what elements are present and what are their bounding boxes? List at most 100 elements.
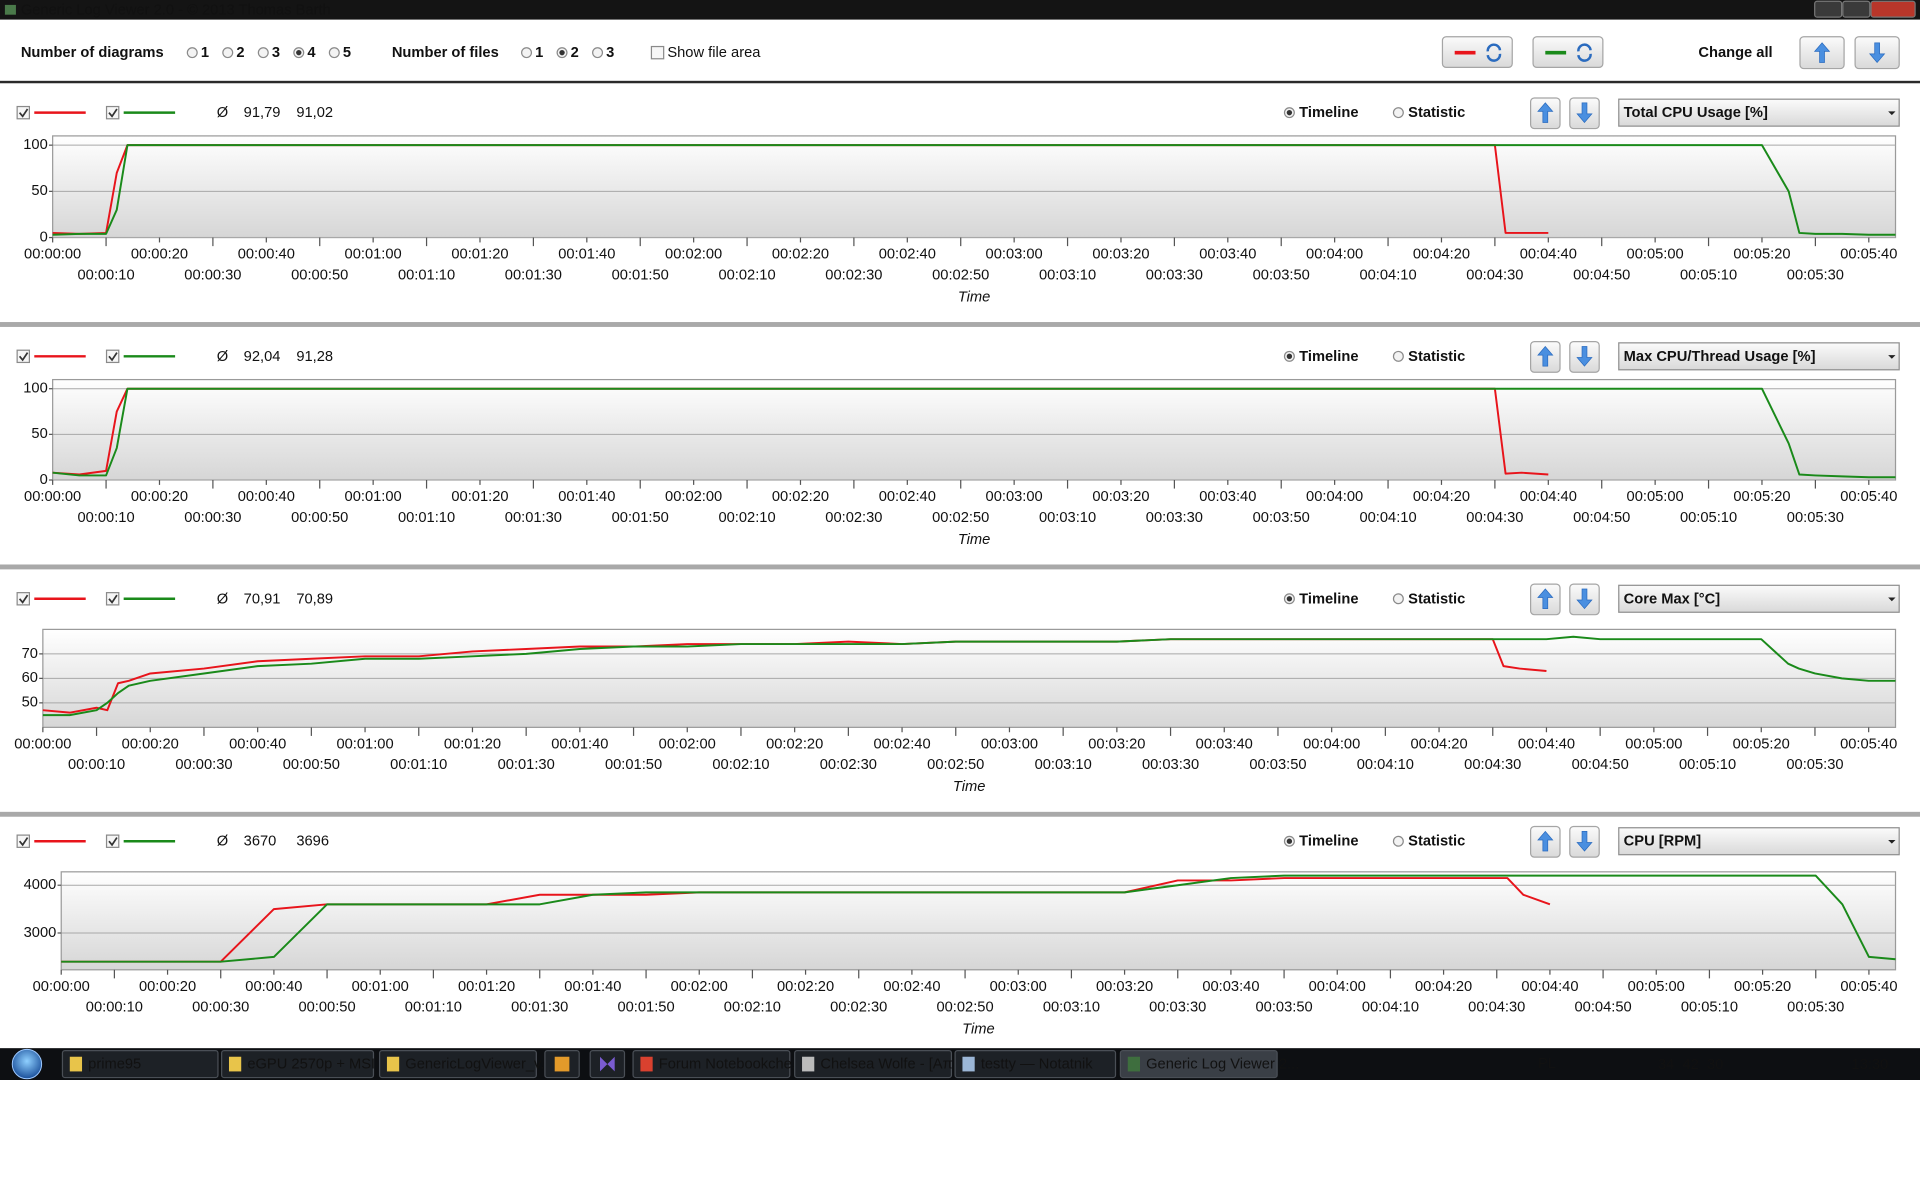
taskbar-item[interactable]	[632, 1050, 791, 1079]
start-button[interactable]	[11, 1048, 43, 1080]
x-tick-label: 00:01:10	[390, 757, 447, 773]
x-tick-label: 00:04:10	[1362, 1000, 1419, 1016]
diagram-option[interactable]: 2	[236, 45, 244, 61]
series-average: 3696	[296, 834, 329, 850]
radio-button[interactable]	[222, 47, 234, 59]
y-tick-label: 3000	[24, 925, 57, 941]
x-tick-label: 00:00:50	[291, 510, 348, 526]
check-mark	[108, 352, 118, 362]
x-tick-label: 00:04:20	[1410, 736, 1467, 752]
taskbar-icon	[802, 1056, 815, 1072]
view-option[interactable]: Timeline	[1299, 105, 1358, 121]
radio-button[interactable]	[521, 47, 533, 59]
metric-dropdown[interactable]	[1618, 342, 1900, 371]
x-tick-label: 00:05:40	[1840, 247, 1897, 263]
input-language[interactable]: PL	[1538, 1056, 1556, 1072]
metric-dropdown[interactable]	[1618, 827, 1900, 856]
taskbar-item[interactable]	[378, 1050, 537, 1079]
x-tick-label: 00:01:20	[458, 979, 515, 995]
view-option[interactable]: Statistic	[1408, 349, 1465, 365]
x-tick-label: 00:03:10	[1035, 757, 1092, 773]
panel-separator	[0, 564, 1920, 570]
x-tick-label: 00:00:30	[175, 757, 232, 773]
y-tick-label: 50	[22, 695, 38, 711]
radio-button[interactable]	[186, 47, 198, 59]
x-tick-label: 00:03:20	[1096, 979, 1153, 995]
check-mark	[18, 594, 29, 604]
swap-file-1-button[interactable]	[1441, 36, 1513, 68]
x-tick-label: 00:05:00	[1627, 247, 1684, 263]
file-option[interactable]: 1	[535, 45, 543, 61]
x-tick-label: 00:05:00	[1628, 979, 1685, 995]
arrow-down-icon	[1576, 831, 1593, 852]
x-tick-label: 00:05:30	[1786, 757, 1843, 773]
taskbar-item[interactable]	[954, 1050, 1117, 1079]
radio-button[interactable]	[257, 47, 269, 59]
close-button[interactable]	[1870, 0, 1916, 18]
diagram-option[interactable]: 5	[343, 45, 351, 61]
view-option[interactable]: Timeline	[1299, 834, 1358, 850]
x-tick-label: 00:04:50	[1572, 757, 1629, 773]
check-mark	[18, 837, 29, 847]
series-average: 70,91	[244, 591, 281, 607]
taskbar-item[interactable]	[794, 1050, 953, 1079]
radio-button[interactable]	[328, 47, 340, 59]
x-tick-label: 00:03:00	[986, 247, 1043, 263]
x-tick-label: 00:05:20	[1733, 489, 1790, 505]
y-tick-label: 0	[40, 229, 48, 245]
x-tick-label: 00:01:10	[405, 1000, 462, 1016]
x-tick-label: 00:02:20	[777, 979, 834, 995]
view-option[interactable]: Timeline	[1299, 591, 1358, 607]
x-tick-label: 00:00:30	[184, 267, 241, 283]
diagram-option[interactable]: 3	[272, 45, 280, 61]
diagram-option[interactable]: 4	[307, 45, 316, 61]
x-axis-label: Time	[962, 1022, 995, 1038]
taskbar-item[interactable]	[61, 1050, 219, 1079]
diagram-option[interactable]: 1	[201, 45, 209, 61]
radio-button[interactable]	[1392, 835, 1404, 847]
taskbar-label: Chelsea Wolfe - [Απ...	[820, 1057, 965, 1073]
radio-button[interactable]	[1392, 593, 1404, 605]
x-tick-label: 00:05:20	[1734, 979, 1791, 995]
x-tick-label: 00:05:00	[1625, 736, 1682, 752]
file-option[interactable]: 3	[606, 45, 614, 61]
radio-button[interactable]	[1392, 350, 1404, 362]
file-option[interactable]: 2	[571, 45, 579, 61]
x-tick-label: 00:04:00	[1303, 736, 1360, 752]
taskbar-item[interactable]	[1119, 1050, 1278, 1079]
radio-button[interactable]	[592, 47, 604, 59]
clock[interactable]: 13:30	[1851, 1057, 1888, 1073]
x-tick-label: 00:01:00	[336, 736, 393, 752]
y-tick-label: 60	[22, 670, 38, 686]
x-tick-label: 00:02:20	[772, 489, 829, 505]
metric-dropdown[interactable]	[1618, 584, 1900, 613]
x-tick-label: 00:05:10	[1681, 1000, 1738, 1016]
taskbar-label: eGPU 2570p + MSI G...	[247, 1057, 403, 1073]
maximize-button[interactable]	[1842, 0, 1871, 18]
view-option[interactable]: Timeline	[1299, 349, 1358, 365]
x-tick-label: 00:00:10	[77, 510, 134, 526]
radio-button[interactable]	[1392, 107, 1404, 119]
x-tick-label: 00:04:50	[1573, 267, 1630, 283]
x-tick-label: 00:02:30	[820, 757, 877, 773]
view-option[interactable]: Statistic	[1408, 105, 1465, 121]
swap-icon	[1577, 43, 1592, 62]
checkbox[interactable]	[650, 45, 665, 60]
x-tick-label: 00:03:50	[1253, 267, 1310, 283]
taskbar-item[interactable]	[221, 1050, 375, 1079]
x-tick-label: 00:00:00	[33, 979, 90, 995]
x-tick-label: 00:04:20	[1413, 247, 1470, 263]
x-tick-label: 00:03:00	[986, 489, 1043, 505]
swap-file-2-button[interactable]	[1532, 36, 1604, 68]
x-tick-label: 00:01:40	[558, 489, 615, 505]
view-option[interactable]: Statistic	[1408, 834, 1465, 850]
arrow-up-icon	[1537, 830, 1554, 852]
view-option[interactable]: Statistic	[1408, 591, 1465, 607]
radio-dot	[1286, 353, 1293, 360]
metric-dropdown[interactable]	[1618, 98, 1900, 127]
x-tick-label: 00:05:10	[1679, 757, 1736, 773]
minimize-button[interactable]	[1814, 0, 1843, 18]
show-file-area[interactable]: Show file area	[667, 45, 761, 61]
x-tick-label: 00:02:50	[932, 510, 989, 526]
arrow-up-icon	[1537, 102, 1554, 123]
